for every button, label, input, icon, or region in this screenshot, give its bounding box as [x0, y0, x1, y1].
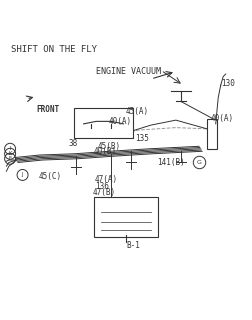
Text: I: I	[9, 146, 11, 151]
Text: 47(B): 47(B)	[92, 188, 115, 197]
Text: 45(A): 45(A)	[126, 107, 149, 116]
Text: 47(A): 47(A)	[95, 175, 118, 184]
Text: 136: 136	[95, 182, 109, 191]
Text: G: G	[197, 160, 202, 165]
Text: 40(A): 40(A)	[211, 114, 234, 124]
Text: 130: 130	[221, 79, 235, 88]
Text: 135: 135	[135, 134, 149, 143]
Text: ENGINE VACUUM: ENGINE VACUUM	[96, 67, 161, 76]
Text: F: F	[9, 156, 12, 161]
FancyBboxPatch shape	[74, 108, 134, 138]
Text: K: K	[8, 151, 12, 156]
Text: 40(A): 40(A)	[109, 117, 132, 126]
Text: 45(B): 45(B)	[97, 142, 120, 151]
Text: B-1: B-1	[126, 242, 140, 251]
Text: SHIFT ON THE FLY: SHIFT ON THE FLY	[11, 45, 97, 54]
Bar	[207, 119, 217, 149]
Text: 38: 38	[69, 139, 78, 148]
Text: J: J	[22, 172, 23, 178]
Text: 45(C): 45(C)	[39, 172, 62, 181]
Text: 141(B): 141(B)	[157, 158, 185, 167]
Text: FRONT: FRONT	[36, 105, 59, 114]
FancyBboxPatch shape	[93, 197, 159, 237]
Text: 40(B): 40(B)	[93, 147, 117, 156]
